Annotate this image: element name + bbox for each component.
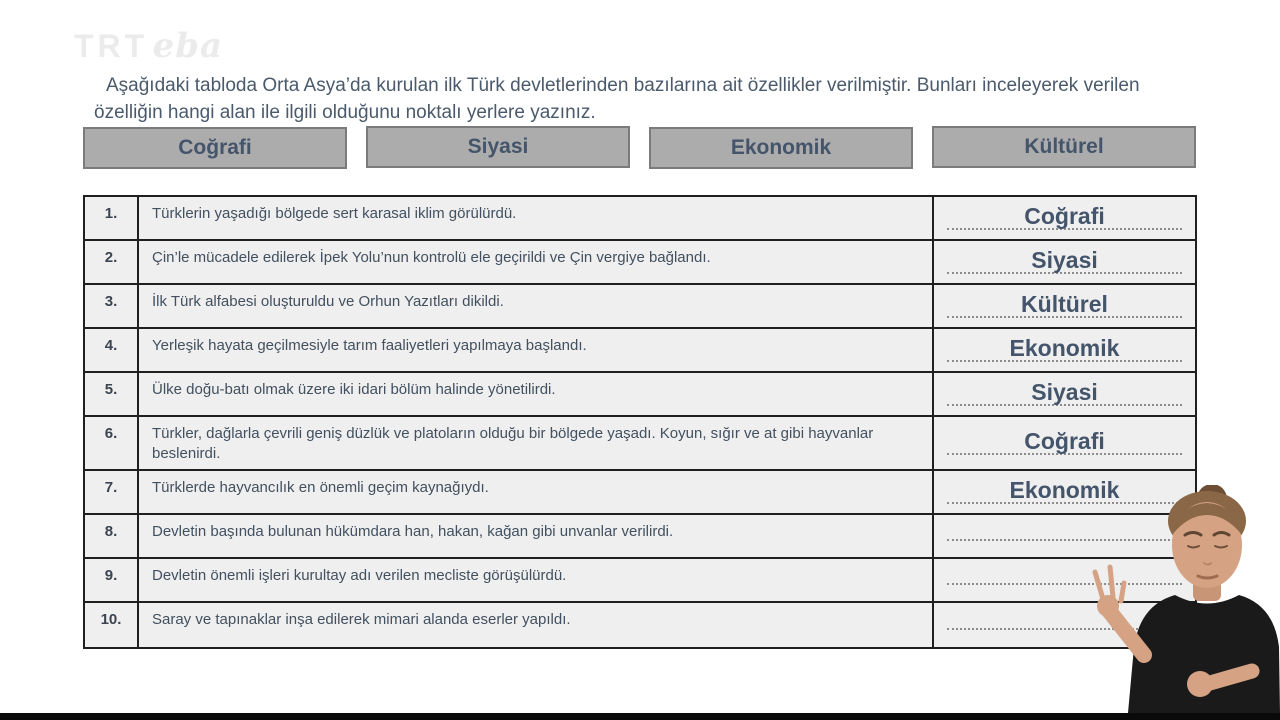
row-statement: Türklerin yaşadığı bölgede sert karasal … [139, 197, 934, 239]
interpreter-forearm [1102, 604, 1152, 663]
row-statement: Ülke doğu-batı olmak üzere iki idari böl… [139, 373, 934, 415]
row-number: 3. [85, 285, 139, 327]
answer-field[interactable]: Kültürel [947, 292, 1182, 319]
answer-cell: Siyasi [934, 373, 1195, 415]
answer-cell: Coğrafi [934, 417, 1195, 469]
instruction-text: Aşağıdaki tabloda Orta Asya’da kurulan i… [94, 75, 1140, 123]
category-button-siyasi[interactable]: Siyasi [366, 126, 630, 168]
answer-cell: Ekonomik [934, 471, 1195, 513]
table-row: 2. Çin’le mücadele edilerek İpek Yolu’nu… [85, 241, 1195, 285]
row-statement: Yerleşik hayata geçilmesiyle tarım faali… [139, 329, 934, 371]
answer-cell: Siyasi [934, 241, 1195, 283]
answer-cell [934, 515, 1195, 557]
row-statement: Saray ve tapınaklar inşa edilerek mimari… [139, 603, 934, 647]
answer-cell: Ekonomik [934, 329, 1195, 371]
row-number: 2. [85, 241, 139, 283]
table-row: 9. Devletin önemli işleri kurultay adı v… [85, 559, 1195, 603]
category-button-ekonomik[interactable]: Ekonomik [649, 127, 913, 169]
answer-cell [934, 559, 1195, 601]
interpreter-forearm [1202, 663, 1260, 691]
interpreter-head [1172, 502, 1242, 588]
row-number: 8. [85, 515, 139, 557]
letterbox-bar [0, 713, 1280, 720]
row-number: 6. [85, 417, 139, 469]
table-row: 4. Yerleşik hayata geçilmesiyle tarım fa… [85, 329, 1195, 373]
row-number: 5. [85, 373, 139, 415]
interpreter-eye [1214, 545, 1228, 549]
answer-cell: Kültürel [934, 285, 1195, 327]
row-statement: Türkler, dağlarla çevrili geniş düzlük v… [139, 417, 934, 469]
table-row: 3. İlk Türk alfabesi oluşturuldu ve Orhu… [85, 285, 1195, 329]
row-number: 7. [85, 471, 139, 513]
answer-cell: Coğrafi [934, 197, 1195, 239]
trt-eba-logo: TRT eba [74, 26, 223, 66]
answer-field[interactable]: Ekonomik [947, 336, 1182, 363]
answer-cell [934, 603, 1195, 647]
table-row: 10. Saray ve tapınaklar inşa edilerek mi… [85, 603, 1195, 647]
interpreter-fringe [1172, 503, 1242, 535]
interpreter-mouth [1196, 574, 1219, 580]
answer-field[interactable]: Coğrafi [947, 204, 1182, 231]
row-number: 10. [85, 603, 139, 647]
answer-field[interactable] [947, 575, 1182, 585]
table-row: 6. Türkler, dağlarla çevrili geniş düzlü… [85, 417, 1195, 471]
answer-field[interactable] [947, 620, 1182, 630]
interpreter-finger [1092, 569, 1106, 602]
table-row: 7. Türklerde hayvancılık en önemli geçim… [85, 471, 1195, 515]
eba-logo-text: eba [152, 26, 224, 66]
interpreter-nose [1203, 562, 1212, 566]
interpreter-finger [1118, 580, 1127, 604]
category-button-cografi[interactable]: Coğrafi [83, 127, 347, 169]
interpreter-eyebrow [1183, 531, 1203, 537]
interpreter-eyebrow [1212, 531, 1231, 537]
row-statement: Devletin önemli işleri kurultay adı veri… [139, 559, 934, 601]
interpreter-fist [1187, 671, 1213, 697]
row-statement: İlk Türk alfabesi oluşturuldu ve Orhun Y… [139, 285, 934, 327]
interpreter-torso [1128, 595, 1280, 713]
sign-language-interpreter [1092, 485, 1280, 713]
answer-field[interactable] [947, 531, 1182, 541]
row-statement: Devletin başında bulunan hükümdara han, … [139, 515, 934, 557]
table-row: 5. Ülke doğu-batı olmak üzere iki idari … [85, 373, 1195, 417]
row-statement: Çin’le mücadele edilerek İpek Yolu’nun k… [139, 241, 934, 283]
answer-field[interactable]: Siyasi [947, 248, 1182, 275]
interpreter-finger [1107, 564, 1116, 600]
table-row: 8. Devletin başında bulunan hükümdara ha… [85, 515, 1195, 559]
category-button-kulturel[interactable]: Kültürel [932, 126, 1196, 168]
worksheet-table: 1. Türklerin yaşadığı bölgede sert karas… [83, 195, 1197, 649]
interpreter-eye [1187, 545, 1200, 549]
row-statement: Türklerde hayvancılık en önemli geçim ka… [139, 471, 934, 513]
answer-field[interactable]: Siyasi [947, 380, 1182, 407]
table-row: 1. Türklerin yaşadığı bölgede sert karas… [85, 197, 1195, 241]
answer-field[interactable]: Ekonomik [947, 478, 1182, 505]
row-number: 1. [85, 197, 139, 239]
row-number: 9. [85, 559, 139, 601]
row-number: 4. [85, 329, 139, 371]
answer-field[interactable]: Coğrafi [947, 429, 1182, 456]
trt-logo-text: TRT [74, 28, 149, 64]
